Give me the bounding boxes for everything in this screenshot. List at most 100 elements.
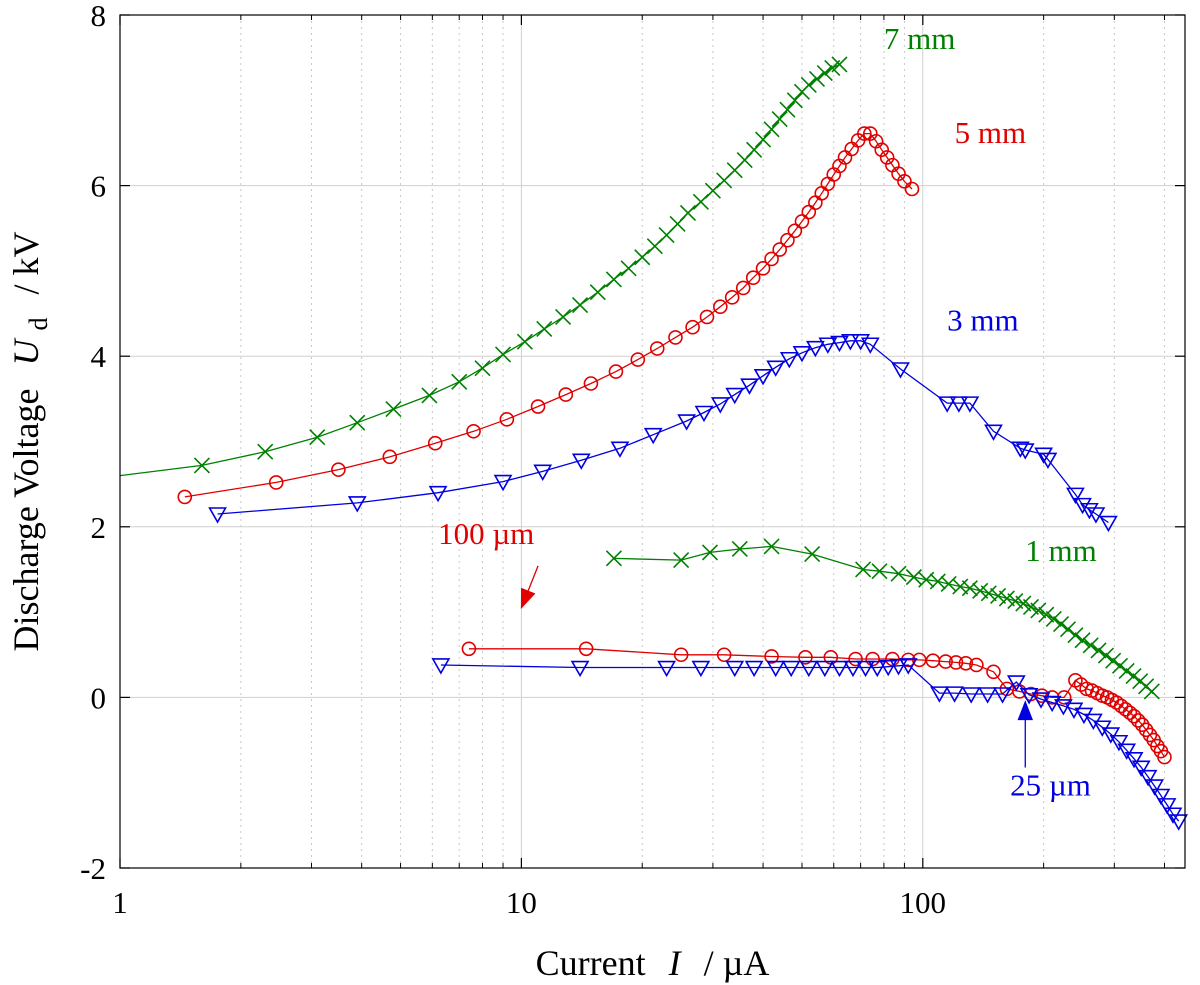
series-5-mm [177, 126, 920, 505]
data-point [673, 552, 690, 569]
annotation-label: 100 µm [438, 516, 534, 551]
data-point [1074, 707, 1094, 725]
data-point [701, 544, 719, 561]
data-point [1034, 447, 1054, 464]
x-tick-label: 1 [112, 885, 128, 920]
data-point [798, 650, 813, 665]
data-point [961, 580, 978, 597]
data-point [516, 333, 533, 350]
data-point [1074, 632, 1091, 649]
data-point [740, 378, 759, 395]
data-point [753, 369, 773, 386]
data-point [840, 334, 860, 351]
data-point [929, 573, 946, 590]
data-point [779, 351, 799, 369]
data-point [1157, 798, 1177, 815]
data-point [993, 687, 1012, 704]
data-point [1157, 749, 1172, 765]
data-point [961, 687, 981, 704]
data-point [949, 396, 969, 413]
data-point [1056, 690, 1072, 705]
data-point [856, 660, 875, 678]
data-point [871, 563, 888, 580]
data-point [958, 655, 974, 671]
data-point [804, 546, 821, 563]
data-point [493, 474, 513, 492]
series-100-m [461, 641, 1172, 765]
data-point [779, 101, 796, 118]
data-point [499, 412, 515, 427]
data-point [806, 340, 825, 358]
data-point [1031, 692, 1051, 709]
annotation-label: 3 mm [947, 303, 1018, 338]
data-point [746, 141, 763, 158]
data-point [763, 121, 780, 138]
data-point [268, 475, 284, 490]
series-line [468, 648, 1166, 758]
series-line [184, 132, 913, 498]
data-point [808, 70, 826, 88]
data-point [855, 561, 872, 578]
data-point [428, 485, 448, 503]
data-point [986, 664, 1001, 680]
data-point [857, 126, 872, 141]
data-point [830, 660, 849, 678]
data-point [1122, 705, 1138, 721]
series-layer [119, 56, 1189, 831]
data-point [208, 507, 227, 524]
data-point [744, 660, 764, 678]
data-point [620, 260, 637, 277]
y-tick-label: 8 [91, 0, 107, 33]
x-axis-label: Current I / µA [536, 943, 770, 983]
data-point [583, 376, 599, 391]
data-point [605, 271, 622, 288]
data-point [691, 660, 711, 678]
data-point [474, 360, 491, 377]
y-tick-label: 6 [91, 169, 107, 204]
data-point [385, 401, 402, 418]
data-point [1109, 734, 1129, 752]
series-line [119, 63, 840, 477]
data-point [1079, 502, 1099, 520]
data-point [1111, 657, 1129, 674]
y-axis-label: Discharge Voltage U d / kV [6, 232, 55, 652]
data-point [1126, 708, 1142, 724]
data-point [431, 658, 451, 675]
data-point [699, 309, 715, 325]
series-line [440, 664, 1180, 822]
y-tick-label: 4 [91, 339, 107, 374]
data-point [764, 649, 779, 664]
data-point [657, 660, 676, 678]
data-point [940, 575, 957, 593]
annotation-label: 1 mm [1025, 533, 1096, 568]
data-point [1086, 507, 1106, 524]
data-point [725, 660, 745, 678]
data-point [1097, 647, 1115, 664]
data-point [605, 550, 622, 567]
y-tick-label: -2 [80, 851, 106, 886]
data-point [533, 464, 553, 481]
data-point [1066, 487, 1085, 504]
data-point [461, 641, 477, 657]
data-point [451, 373, 468, 390]
data-point [799, 660, 819, 678]
data-point [1015, 443, 1035, 460]
data-point [1082, 637, 1099, 654]
data-point [786, 92, 803, 109]
data-point [874, 142, 890, 158]
data-point [1118, 662, 1135, 680]
x-tick-label: 100 [900, 885, 947, 920]
data-point [792, 345, 812, 363]
data-point [771, 111, 788, 128]
data-point [890, 565, 907, 582]
data-point [1064, 702, 1084, 719]
data-point [685, 319, 700, 335]
data-point [571, 296, 589, 314]
data-point [1006, 675, 1026, 692]
data-point [885, 651, 900, 667]
data-point [421, 387, 438, 404]
data-point [735, 280, 751, 296]
annotation-arrow-head [520, 587, 536, 610]
data-point [694, 405, 714, 423]
